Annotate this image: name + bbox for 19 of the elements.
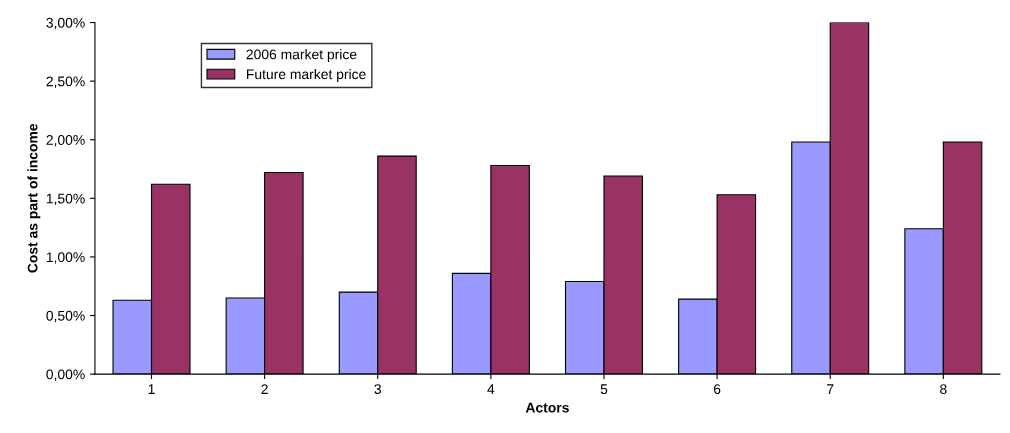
x-tick-label: 2 bbox=[261, 384, 268, 394]
x-tick-label: 8 bbox=[940, 384, 947, 395]
y-tick-label: 3,00% bbox=[46, 17, 85, 30]
y-tick-label: 1,50% bbox=[46, 193, 85, 206]
x-tick-label: 3 bbox=[374, 384, 381, 395]
x-tick-label: 4 bbox=[487, 384, 495, 394]
legend-label: 2006 market price bbox=[246, 49, 357, 63]
x-tick-label: 1 bbox=[148, 384, 155, 394]
y-tick-label: 2,00% bbox=[46, 135, 85, 147]
x-axis-title: Actors bbox=[525, 402, 569, 413]
y-tick-label: 0,00% bbox=[46, 369, 85, 381]
x-tick-label: 6 bbox=[713, 384, 721, 395]
y-tick-label: 1,00% bbox=[46, 252, 85, 264]
x-tick-label: 7 bbox=[827, 384, 834, 394]
y-tick-label: 2,50% bbox=[46, 76, 85, 88]
legend-label: Future market price bbox=[247, 68, 366, 82]
y-tick-label: 0,50% bbox=[46, 310, 85, 323]
x-tick-label: 5 bbox=[600, 384, 608, 395]
y-axis-title: Cost as part of income bbox=[27, 123, 41, 273]
